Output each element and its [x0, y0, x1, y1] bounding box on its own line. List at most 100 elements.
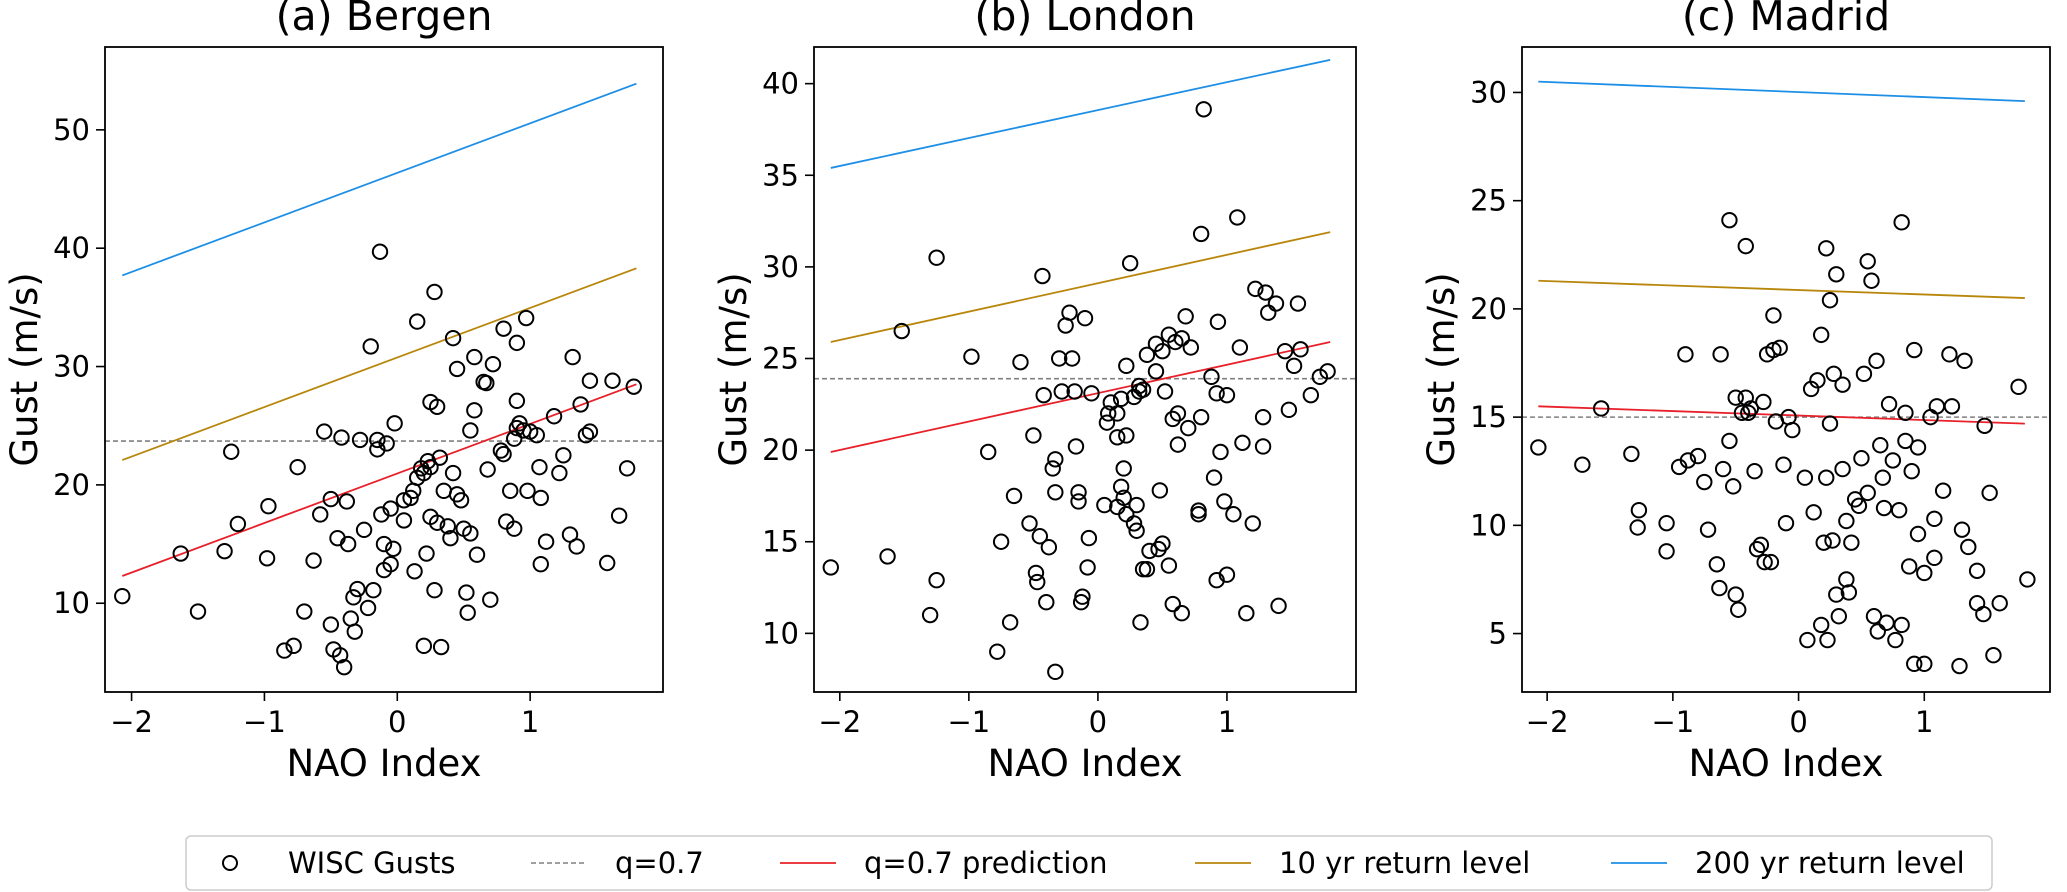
data-point — [296, 603, 313, 620]
data-point — [495, 445, 512, 463]
panel-london: (b) London −2 −1 0 1 10 15 20 25 30 35 40 NAO Index G… — [712, 0, 1357, 785]
data-point — [1289, 295, 1307, 312]
data-point — [426, 283, 443, 301]
data-point — [478, 374, 495, 392]
data-point — [1319, 363, 1336, 380]
data-point — [1212, 443, 1229, 461]
y-tick-label: 20 — [762, 433, 799, 467]
data-point — [1141, 542, 1158, 560]
data-point — [1115, 489, 1132, 506]
data-point — [1775, 456, 1792, 473]
legend: WISC Gusts q=0.7 q=0.7 prediction 10 yr ret… — [185, 835, 1993, 891]
data-point — [1727, 389, 1744, 406]
data-point — [1131, 377, 1148, 395]
data-point — [1231, 339, 1249, 356]
data-point — [1689, 447, 1707, 465]
data-point — [466, 402, 483, 419]
data-point — [1818, 469, 1835, 486]
data-point — [1725, 478, 1742, 495]
data-point — [426, 582, 443, 599]
data-point — [1154, 342, 1171, 360]
data-point — [349, 580, 366, 598]
data-point — [482, 591, 499, 608]
data-point — [1530, 439, 1547, 456]
data-point — [992, 533, 1010, 550]
data-point — [1254, 438, 1272, 455]
data-point — [1270, 597, 1287, 615]
y-tick-label: 40 — [762, 67, 799, 101]
data-point — [1838, 571, 1855, 588]
y-tick-label: 15 — [1470, 400, 1507, 434]
data-point — [1916, 655, 1933, 673]
data-point — [365, 582, 382, 599]
data-point — [1821, 292, 1839, 309]
y-tick-label: 5 — [1489, 617, 1507, 651]
return-level-10yr-line — [1538, 279, 2025, 299]
data-point — [1721, 432, 1738, 450]
data-point — [1040, 539, 1058, 556]
data-point — [1147, 363, 1165, 380]
axes-frame — [1521, 46, 2051, 693]
return-level-10yr-line — [121, 267, 637, 461]
y-tick-label: 10 — [53, 586, 90, 620]
data-point — [382, 500, 399, 517]
data-point — [1828, 266, 1845, 283]
x-tick-label: −2 — [818, 705, 861, 739]
data-point — [1813, 326, 1830, 344]
x-tick-label: −1 — [947, 705, 990, 739]
data-point — [1115, 460, 1132, 477]
data-point — [386, 415, 403, 432]
data-point — [1658, 514, 1675, 532]
data-point — [1574, 456, 1591, 473]
data-point — [506, 520, 523, 537]
data-point — [1752, 536, 1770, 554]
data-point — [1029, 573, 1046, 591]
data-point — [989, 643, 1006, 660]
data-point — [625, 378, 642, 395]
data-point — [508, 334, 526, 352]
data-point — [1208, 385, 1225, 402]
data-point — [1799, 631, 1816, 649]
data-point — [1878, 614, 1895, 631]
y-tick-label: 35 — [762, 158, 799, 192]
data-point — [545, 408, 563, 425]
data-point — [355, 521, 373, 539]
data-point — [2019, 571, 2036, 588]
data-point — [1991, 595, 2008, 612]
data-point — [378, 435, 395, 452]
data-point — [1985, 647, 2002, 664]
data-point — [468, 546, 486, 563]
return-level-200yr-line — [1538, 80, 2025, 103]
data-point — [1737, 237, 1754, 255]
data-point — [1053, 383, 1070, 400]
data-point — [1128, 522, 1145, 539]
data-point — [1828, 586, 1845, 603]
data-point — [409, 313, 426, 330]
data-point — [1063, 350, 1081, 367]
y-tick-label: 15 — [762, 525, 799, 559]
data-point — [1292, 341, 1309, 358]
data-point — [1047, 484, 1064, 501]
data-point — [1061, 304, 1078, 321]
data-point — [1001, 614, 1019, 631]
y-tick-label: 30 — [1470, 75, 1507, 109]
data-point — [439, 518, 456, 535]
data-point — [316, 423, 333, 440]
x-tick-label: −1 — [243, 705, 286, 739]
data-point — [1712, 346, 1729, 363]
data-point — [322, 490, 340, 508]
return-level-200yr-line — [121, 82, 637, 277]
data-point — [1825, 365, 1842, 383]
data-point — [1869, 623, 1886, 640]
return-level-200yr-line — [830, 58, 1331, 169]
data-point — [448, 360, 466, 378]
data-point — [406, 563, 423, 580]
data-point — [1205, 469, 1223, 486]
data-point — [369, 431, 386, 449]
data-point — [1109, 405, 1126, 422]
data-point — [1830, 608, 1848, 625]
legend-label: 10 yr return level — [1279, 846, 1530, 880]
data-point — [1968, 595, 1986, 612]
data-point — [1824, 532, 1841, 549]
data-point — [444, 329, 462, 347]
